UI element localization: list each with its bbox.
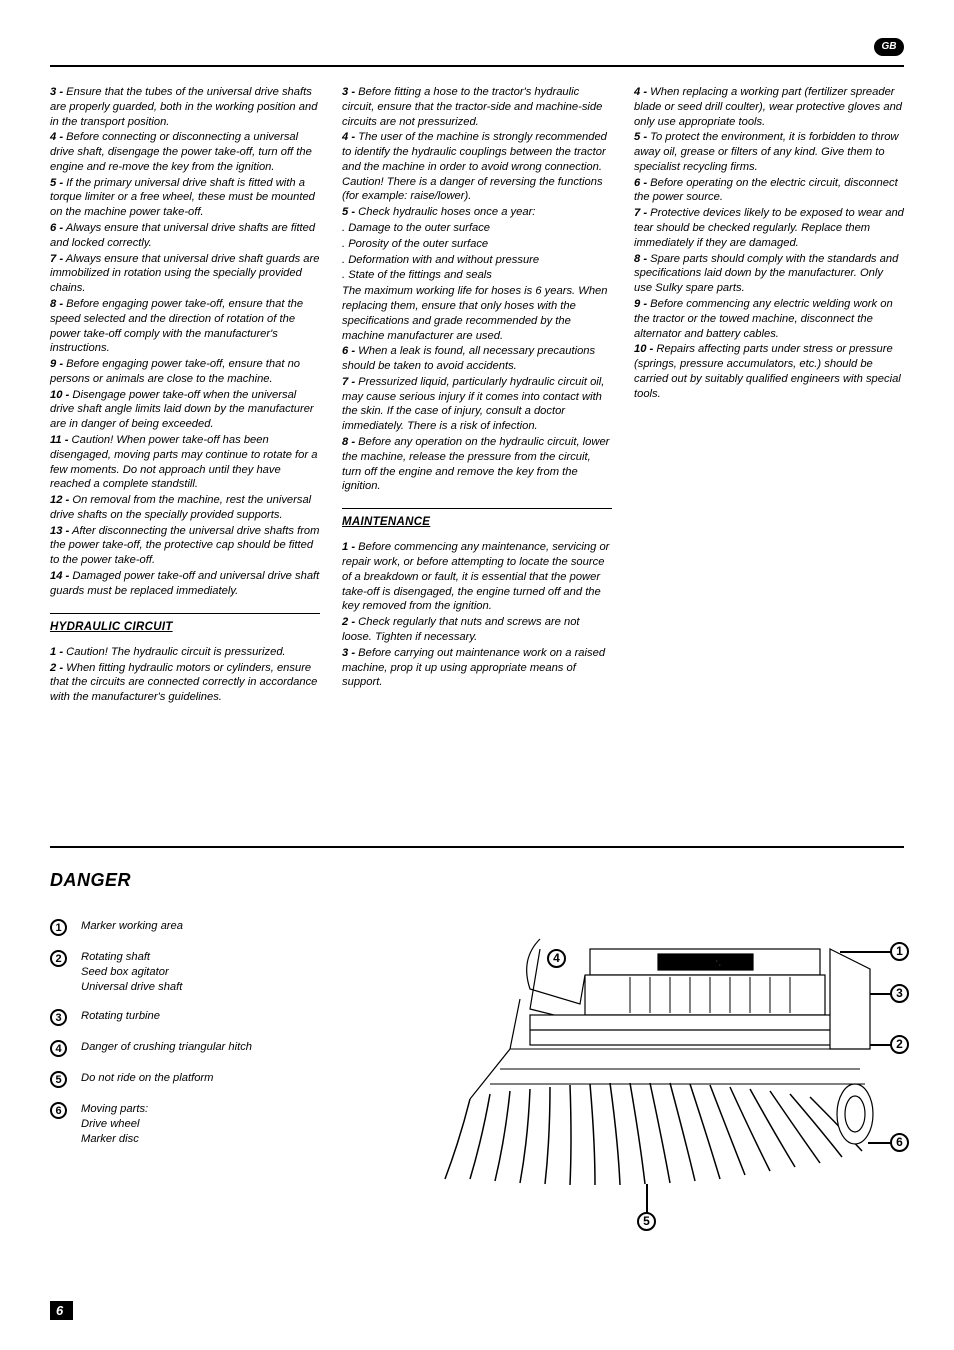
mid-rule (50, 846, 904, 848)
bullet-line: . Damage to the outer surface (342, 221, 612, 236)
numbered-item: 8 - Before engaging power take-off, ensu… (50, 297, 320, 356)
numbered-item: 13 - After disconnecting the universal d… (50, 524, 320, 568)
callout-2: 2 (890, 1035, 909, 1054)
numbered-item: 5 - If the primary universal drive shaft… (50, 176, 320, 220)
numbered-item: 2 - When fitting hydraulic motors or cyl… (50, 661, 320, 705)
numbered-item: 7 - Always ensure that universal drive s… (50, 252, 320, 296)
callout-4: 4 (547, 949, 566, 968)
danger-item: 3Rotating turbine (50, 1009, 380, 1026)
numbered-item: 8 - Spare parts should comply with the s… (634, 252, 904, 296)
danger-item: 2Rotating shaftSeed box agitatorUniversa… (50, 950, 380, 995)
top-rule (50, 65, 904, 67)
numbered-item: 6 - Always ensure that universal drive s… (50, 221, 320, 251)
numbered-item: 9 - Before commencing any electric weldi… (634, 297, 904, 341)
danger-item: 6Moving parts:Drive wheelMarker disc (50, 1102, 380, 1147)
language-badge: GB (874, 38, 904, 56)
text-block: The maximum working life for hoses is 6 … (342, 284, 612, 343)
numbered-item: 7 - Pressurized liquid, particularly hyd… (342, 375, 612, 434)
callout-6: 6 (890, 1133, 909, 1152)
numbered-item: 4 - Before connecting or disconnecting a… (50, 130, 320, 174)
numbered-item: 4 - When replacing a working part (ferti… (634, 85, 904, 129)
numbered-item: 1 - Caution! The hydraulic circuit is pr… (50, 645, 320, 660)
danger-section: 1Marker working area 2Rotating shaftSeed … (50, 919, 904, 1244)
machine-illustration: REGULINE (390, 919, 910, 1244)
page-number: 6 (50, 1301, 73, 1320)
callout-3: 3 (890, 984, 909, 1003)
numbered-item: 8 - Before any operation on the hydrauli… (342, 435, 612, 494)
numbered-item: 3 - Ensure that the tubes of the univers… (50, 85, 320, 129)
column-3: 4 - When replacing a working part (ferti… (634, 85, 904, 706)
section-heading: MAINTENANCE (342, 515, 612, 530)
numbered-item: 6 - When a leak is found, all necessary … (342, 344, 612, 374)
numbered-item: 14 - Damaged power take-off and universa… (50, 569, 320, 599)
numbered-item: 7 - Protective devices likely to be expo… (634, 206, 904, 250)
numbered-item: 11 - Caution! When power take-off has be… (50, 433, 320, 492)
bullet-line: . Deformation with and without pressure (342, 253, 612, 268)
column-2: 3 - Before fitting a hose to the tractor… (342, 85, 612, 706)
numbered-item: 10 - Repairs affecting parts under stres… (634, 342, 904, 401)
numbered-item: 10 - Disengage power take-off when the u… (50, 388, 320, 432)
danger-list: 1Marker working area 2Rotating shaftSeed … (50, 919, 380, 1244)
text-columns: 3 - Ensure that the tubes of the univers… (50, 85, 904, 706)
seed-drill-svg: REGULINE (390, 919, 910, 1239)
numbered-item: 5 - To protect the environment, it is fo… (634, 130, 904, 174)
numbered-item: 3 - Before fitting a hose to the tractor… (342, 85, 612, 129)
numbered-item: 3 - Before carrying out maintenance work… (342, 646, 612, 690)
numbered-item: 6 - Before operating on the electric cir… (634, 176, 904, 206)
numbered-item: 9 - Before engaging power take-off, ensu… (50, 357, 320, 387)
danger-item: 1Marker working area (50, 919, 380, 936)
svg-text:REGULINE: REGULINE (685, 959, 727, 968)
danger-item: 4Danger of crushing triangular hitch (50, 1040, 380, 1057)
numbered-item: 5 - Check hydraulic hoses once a year: (342, 205, 612, 220)
danger-item: 5Do not ride on the platform (50, 1071, 380, 1088)
numbered-item: 4 - The user of the machine is strongly … (342, 130, 612, 204)
callout-1: 1 (890, 942, 909, 961)
bullet-line: . Porosity of the outer surface (342, 237, 612, 252)
column-1: 3 - Ensure that the tubes of the univers… (50, 85, 320, 706)
section-heading: HYDRAULIC CIRCUIT (50, 620, 320, 635)
numbered-item: 2 - Check regularly that nuts and screws… (342, 615, 612, 645)
callout-5: 5 (637, 1212, 656, 1231)
bullet-line: . State of the fittings and seals (342, 268, 612, 283)
danger-heading: DANGER (50, 870, 904, 891)
numbered-item: 12 - On removal from the machine, rest t… (50, 493, 320, 523)
numbered-item: 1 - Before commencing any maintenance, s… (342, 540, 612, 614)
